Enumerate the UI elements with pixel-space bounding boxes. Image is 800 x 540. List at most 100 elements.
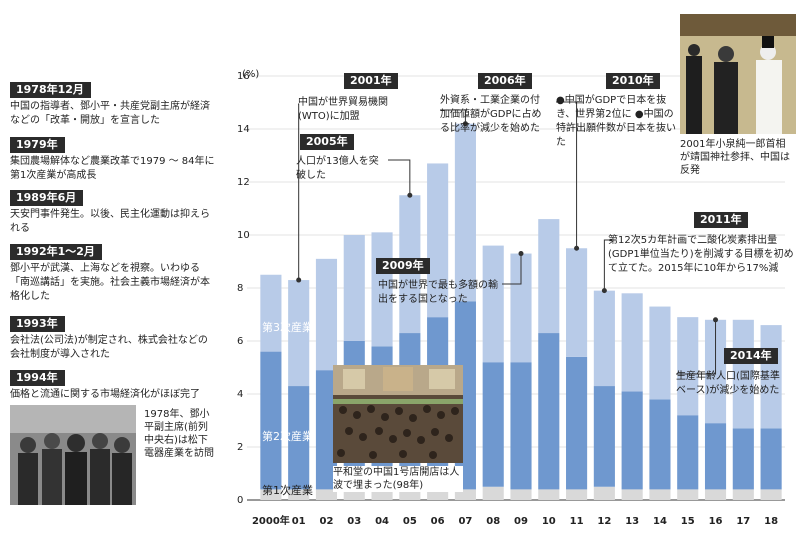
x-tick-label: 05 bbox=[403, 516, 417, 527]
timeline-year-tag: 1979年 bbox=[10, 137, 65, 153]
bar-tertiary bbox=[621, 293, 643, 392]
y-tick-label: 8 bbox=[237, 283, 243, 294]
timeline-text: 価格と流通に関する市場経済化がほぼ完了 bbox=[10, 389, 200, 400]
x-tick-label: 15 bbox=[681, 516, 695, 527]
bar-primary bbox=[454, 489, 476, 500]
bar-secondary bbox=[704, 423, 727, 490]
timeline-item: 1978年12月 中国の指導者、鄧小平・共産党副主席が経済などの「改革・開放」を… bbox=[6, 78, 216, 128]
x-tick-label: 01 bbox=[292, 516, 306, 527]
bar-primary bbox=[260, 489, 282, 500]
bar-tertiary bbox=[482, 245, 504, 363]
x-tick-label: 13 bbox=[625, 516, 639, 527]
timeline-item: 1979年 集団農場解体など農業改革で1979 ～ 84年に第1次産業が高成長 bbox=[6, 133, 216, 183]
leader-line bbox=[603, 239, 612, 291]
callout-2010-tag: 2010年 bbox=[606, 73, 660, 89]
timeline-text: 中国の指導者、鄧小平・共産党副主席が経済などの「改革・開放」を宣言した bbox=[10, 101, 210, 126]
bar-primary bbox=[649, 489, 671, 500]
leader-line bbox=[388, 159, 411, 196]
x-tick-label: 16 bbox=[709, 516, 723, 527]
bar-primary bbox=[677, 489, 699, 500]
bar-tertiary bbox=[454, 123, 476, 302]
timeline-text: 集団農場解体など農業改革で1979 ～ 84年に第1次産業が高成長 bbox=[10, 156, 215, 181]
y-tick-label: 4 bbox=[237, 389, 243, 400]
leader-line bbox=[502, 253, 522, 285]
bar-secondary bbox=[288, 386, 310, 490]
bar-tertiary bbox=[427, 163, 449, 318]
bar-primary bbox=[343, 489, 365, 500]
bar-primary bbox=[538, 489, 560, 500]
y-tick-label: 12 bbox=[237, 177, 250, 188]
callout-2001-text: 中国が世界貿易機関(WTO)に加盟 bbox=[298, 97, 388, 122]
bar-primary bbox=[593, 486, 615, 500]
leader-line bbox=[676, 319, 717, 375]
x-tick-label: 02 bbox=[320, 516, 334, 527]
bar-secondary bbox=[649, 399, 671, 490]
timeline-year-tag: 1978年12月 bbox=[10, 82, 91, 98]
bar-secondary bbox=[621, 391, 643, 490]
x-tick-label: 03 bbox=[347, 516, 361, 527]
store-photo-caption: 平和堂の中国1号店開店は人波で埋まった(98年) bbox=[333, 466, 463, 492]
leader-dot bbox=[462, 121, 468, 127]
x-tick-label: 2000年 bbox=[252, 514, 290, 527]
bar-secondary bbox=[315, 370, 338, 490]
y-axis-unit: (%) bbox=[242, 69, 259, 80]
x-axis: 2000年 01 02 03 04 05 06 07 08 09 10 11 12 13 14 15 16 17 1… bbox=[252, 514, 778, 527]
timeline-item: 1989年6月 天安門事件発生。以後、民主化運動は抑えられる bbox=[6, 186, 216, 236]
bar-primary bbox=[288, 489, 310, 500]
bar-secondary bbox=[593, 386, 615, 487]
callout-2010-text: ●中国がGDPで日本を抜き、世界第2位に ●中国の特許出願件数が日本を抜いた bbox=[556, 95, 676, 148]
callout-2001-tag: 2001年 bbox=[344, 73, 398, 89]
bar-secondary bbox=[482, 362, 504, 487]
bar-primary bbox=[704, 489, 727, 500]
y-tick-label: 14 bbox=[237, 124, 250, 135]
bar-secondary bbox=[677, 415, 699, 490]
x-tick-label: 04 bbox=[375, 516, 389, 527]
timeline-year-tag: 1994年 bbox=[10, 370, 65, 386]
x-tick-label: 08 bbox=[486, 516, 500, 527]
timeline-text: 会社法(公司法)が制定され、株式会社などの会社制度が導入された bbox=[10, 335, 208, 360]
callout-2011-tag: 2011年 bbox=[694, 212, 748, 228]
callout-2009-tag: 2009年 bbox=[376, 258, 430, 274]
leader-dot bbox=[407, 192, 413, 198]
x-tick-label: 07 bbox=[458, 516, 472, 527]
callout-2009-text: 中国が世界で最も多額の輸出をする国となった bbox=[378, 280, 498, 305]
callout-2014-tag: 2014年 bbox=[724, 348, 778, 364]
timeline-year-tag: 1989年6月 bbox=[10, 190, 84, 206]
leader-dot bbox=[574, 245, 580, 251]
timeline-year-tag: 1993年 bbox=[10, 316, 65, 332]
x-tick-label: 17 bbox=[736, 516, 750, 527]
timeline-year-tag: 1992年1～2月 bbox=[10, 244, 102, 260]
bar-primary bbox=[482, 486, 504, 500]
x-tick-label: 18 bbox=[764, 516, 778, 527]
series-label-secondary: 第2次産業 bbox=[262, 429, 313, 443]
x-tick-label: 09 bbox=[514, 516, 528, 527]
callout-2014-text: 生産年齢人口(国際基準ベース)が減少を始めた bbox=[676, 371, 780, 396]
leader-line bbox=[556, 101, 578, 249]
bar-primary bbox=[510, 489, 532, 500]
series-label-primary: 第1次産業 bbox=[262, 483, 313, 497]
leader-dot bbox=[713, 317, 719, 323]
bar-tertiary bbox=[566, 248, 588, 357]
store-opening-photo bbox=[333, 365, 463, 463]
y-axis: 0 2 4 6 8 10 12 14 16 bbox=[237, 71, 250, 506]
bar-primary bbox=[315, 489, 338, 500]
callout-2005-text: 人口が13億人を突破した bbox=[296, 156, 379, 181]
x-tick-label: 06 bbox=[431, 516, 445, 527]
x-tick-label: 11 bbox=[570, 516, 584, 527]
bar-primary bbox=[732, 489, 754, 500]
timeline-item: 1992年1～2月 鄧小平が武漢、上海などを視察。いわゆる「南巡講話」を実施。社… bbox=[6, 240, 216, 304]
y-tick-label: 10 bbox=[237, 230, 250, 241]
bar-primary bbox=[566, 489, 588, 500]
bar-tertiary bbox=[260, 274, 282, 352]
bar-secondary bbox=[566, 356, 588, 490]
bar-tertiary bbox=[649, 306, 671, 400]
y-tick-label: 2 bbox=[237, 442, 243, 453]
y-tick-label: 0 bbox=[237, 495, 243, 506]
leader-dot bbox=[601, 288, 607, 294]
bar-primary bbox=[621, 489, 643, 500]
bar-tertiary bbox=[510, 253, 532, 363]
y-tick-label: 16 bbox=[237, 71, 250, 82]
deng-visit-photo bbox=[10, 405, 136, 505]
callout-2006-text: 外資系・工業企業の付加価値額がGDPに占める比率が減少を始めた bbox=[440, 95, 542, 134]
timeline-text: 天安門事件発生。以後、民主化運動は抑えられる bbox=[10, 209, 210, 234]
